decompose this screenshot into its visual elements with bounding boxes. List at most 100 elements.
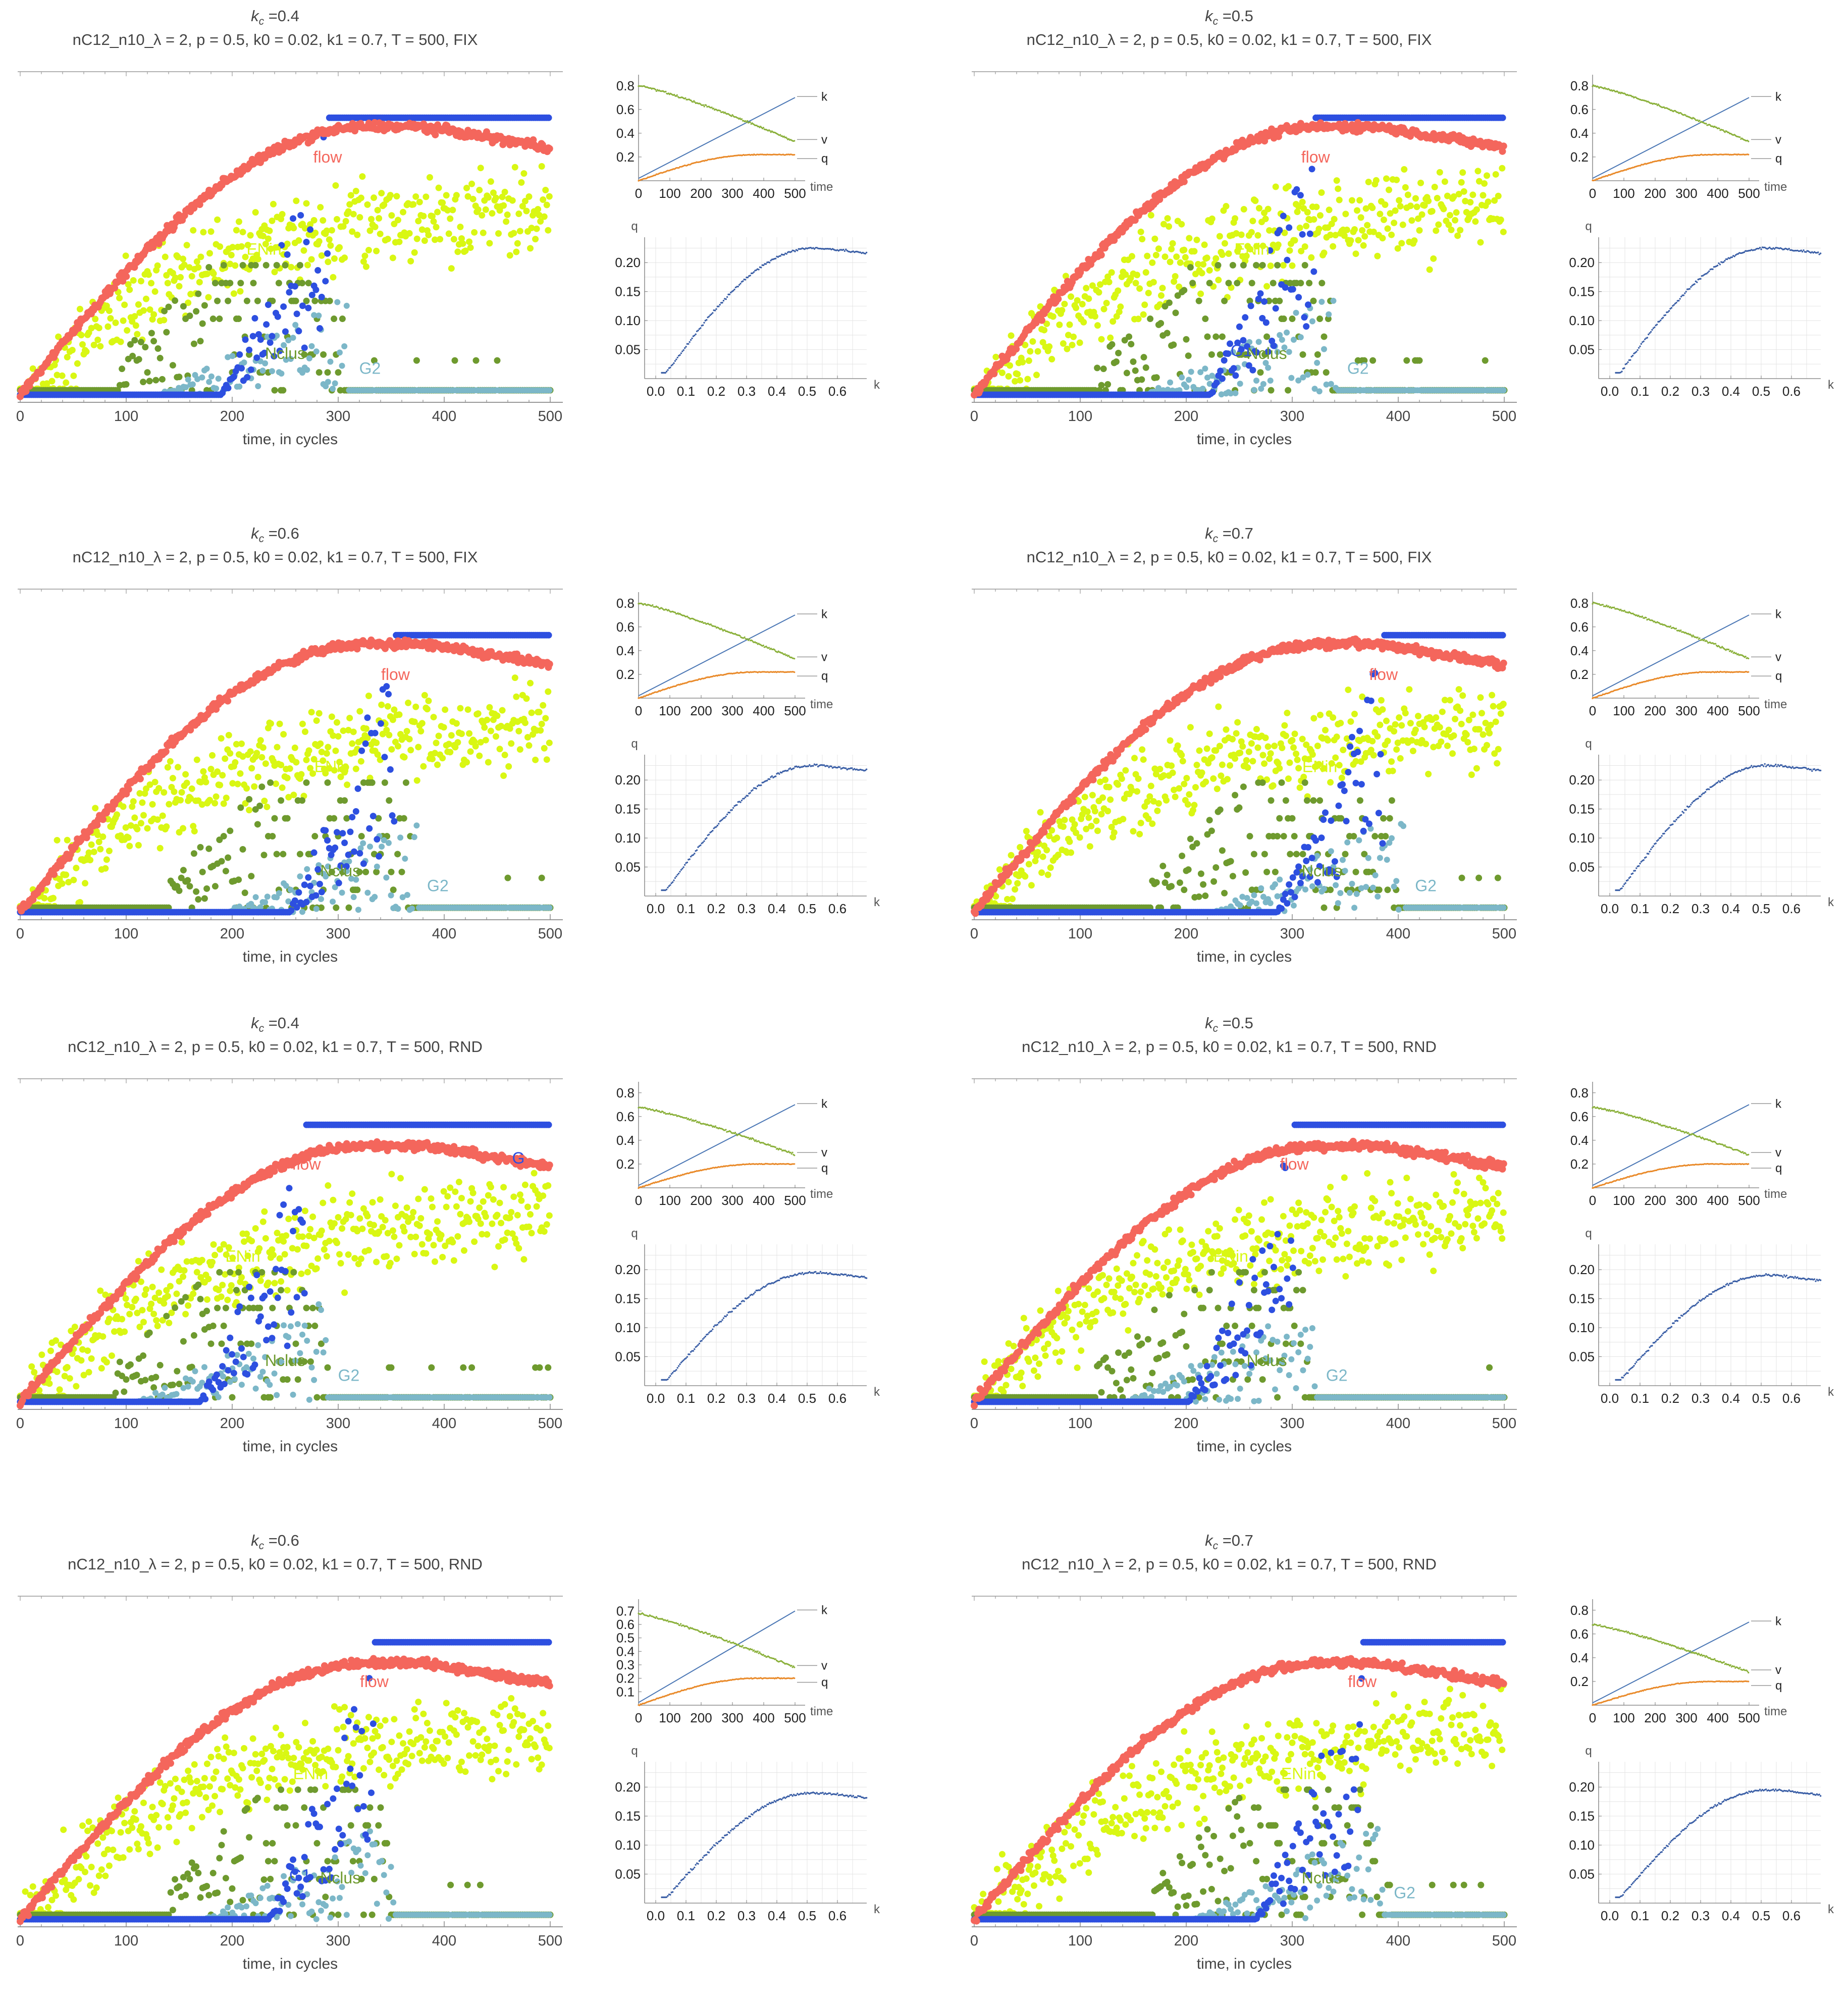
v-point — [794, 140, 795, 141]
nclus-point — [331, 315, 337, 322]
enin-point — [59, 373, 66, 379]
enin-point — [210, 270, 217, 277]
enin-point — [1286, 247, 1293, 254]
enin-point — [1148, 212, 1154, 219]
enin-point — [125, 834, 132, 841]
end-label-q: q — [1775, 152, 1782, 166]
enin-point — [1481, 180, 1488, 187]
nclus-point — [1270, 280, 1277, 286]
enin-point — [1397, 203, 1404, 209]
enin-point — [104, 324, 111, 330]
g1-point — [242, 336, 249, 343]
g1-point — [319, 294, 325, 300]
enin-point — [1498, 217, 1504, 223]
nclus-point — [280, 387, 286, 394]
inset-bottom-y-label: 0.20 — [1569, 255, 1595, 270]
qk-point — [1759, 247, 1761, 248]
end-label-q: q — [821, 152, 828, 166]
g2-point — [1305, 372, 1311, 378]
enin-point — [1153, 252, 1159, 258]
enin-point — [1330, 243, 1336, 250]
qk-point — [786, 253, 787, 254]
enin-point — [1392, 207, 1399, 214]
enin-point — [167, 758, 174, 765]
enin-point — [331, 255, 338, 262]
qk-point — [1665, 314, 1666, 315]
enin-point — [419, 720, 426, 726]
g1-point — [286, 289, 292, 296]
enin-point — [447, 216, 453, 222]
enin-point — [171, 788, 177, 795]
g2-point — [313, 348, 320, 354]
inset-bottom-y-label: 0.10 — [1569, 313, 1595, 328]
enin-point — [1434, 195, 1441, 201]
enin-point — [227, 750, 233, 757]
enin-point — [1364, 222, 1370, 229]
enin-point — [1419, 211, 1425, 218]
enin-point — [1177, 259, 1184, 266]
nclus-point — [1185, 352, 1192, 359]
series-label-G2: G2 — [1347, 359, 1369, 378]
g1-point — [1232, 372, 1239, 379]
enin-point — [404, 728, 410, 734]
enin-point — [1297, 225, 1303, 231]
v-point — [703, 104, 704, 106]
v-point — [704, 106, 705, 107]
qk-point — [667, 369, 668, 371]
enin-point — [258, 754, 265, 761]
qk-point — [737, 286, 739, 287]
enin-point — [1393, 177, 1400, 183]
enin-point — [300, 247, 307, 254]
v-point — [711, 107, 712, 108]
enin-point — [1068, 293, 1074, 300]
g1-point — [251, 315, 258, 322]
nclus-point — [170, 362, 176, 369]
g1-point — [244, 374, 250, 381]
enin-point — [1070, 334, 1077, 340]
v-point — [665, 91, 666, 92]
enin-point — [489, 210, 495, 217]
enin-point — [1252, 197, 1258, 204]
enin-point — [197, 253, 204, 260]
enin-point — [1400, 222, 1406, 228]
nclus-point — [1113, 358, 1120, 365]
end-label-v: v — [821, 133, 827, 146]
enin-point — [1407, 202, 1414, 209]
enin-point — [70, 373, 77, 379]
g1-point — [312, 287, 319, 293]
qk-point — [723, 300, 724, 301]
enin-point — [270, 201, 277, 207]
g2-point — [327, 358, 333, 364]
enin-point — [1144, 253, 1150, 259]
enin-point — [1381, 217, 1387, 223]
enin-point — [350, 211, 357, 218]
x-tick-label: 200 — [1174, 408, 1198, 425]
enin-point — [99, 833, 106, 840]
enin-point — [470, 196, 477, 202]
enin-point — [526, 193, 533, 200]
g2-point — [1328, 381, 1334, 387]
enin-point — [1215, 277, 1222, 283]
enin-point — [194, 757, 200, 763]
g1-point — [290, 215, 296, 222]
inset-top-x-label: 200 — [690, 186, 712, 201]
enin-point — [439, 755, 446, 761]
enin-point — [433, 224, 440, 230]
qk-point — [729, 294, 730, 295]
g1-point — [248, 366, 254, 373]
enin-point — [133, 322, 139, 329]
panel-title: kc =0.5 — [1205, 7, 1253, 27]
nclus-point — [1312, 369, 1319, 376]
enin-point — [1467, 199, 1473, 205]
enin-point — [247, 232, 254, 239]
nclus-point — [1115, 350, 1122, 356]
enin-point — [54, 837, 61, 844]
enin-point — [1440, 206, 1447, 213]
enin-point — [330, 274, 336, 281]
enin-point — [1226, 250, 1232, 257]
g1-point — [1219, 376, 1226, 382]
qk-point — [1683, 294, 1684, 296]
x-tick-label: 500 — [1492, 408, 1516, 425]
